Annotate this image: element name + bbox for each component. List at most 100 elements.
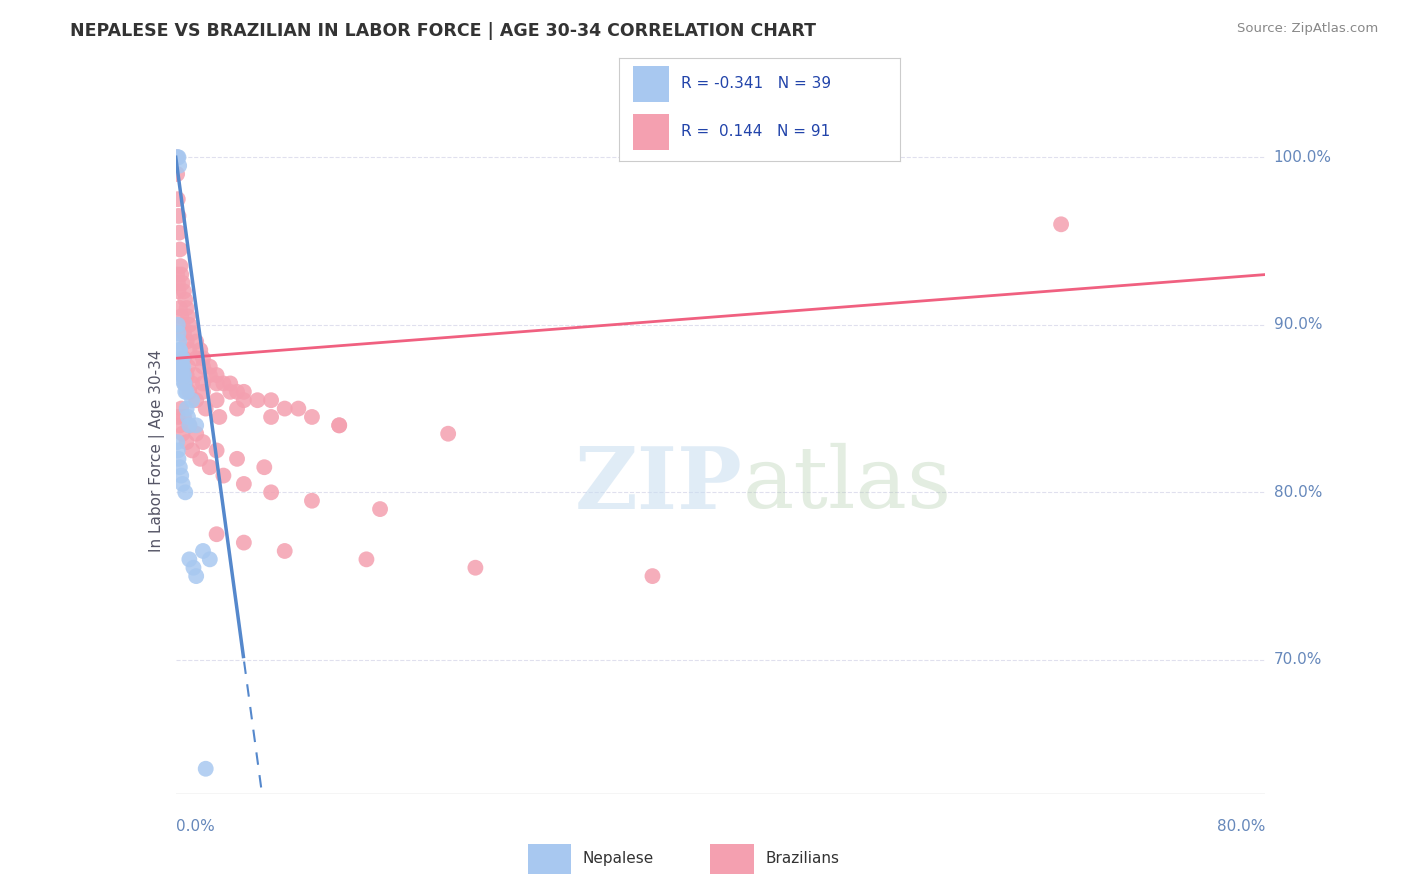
Point xyxy=(212,468,235,483)
Point xyxy=(176,334,198,349)
Point xyxy=(198,552,221,566)
Point xyxy=(226,401,249,416)
Text: Source: ZipAtlas.com: Source: ZipAtlas.com xyxy=(1237,22,1378,36)
Point xyxy=(186,351,208,366)
Text: 80.0%: 80.0% xyxy=(1274,485,1322,500)
Point xyxy=(174,293,197,307)
Point xyxy=(166,192,188,206)
Point xyxy=(170,401,193,416)
Point xyxy=(183,560,205,574)
Text: R =  0.144   N = 91: R = 0.144 N = 91 xyxy=(681,124,830,139)
Point xyxy=(169,418,191,433)
Point xyxy=(198,460,221,475)
Point xyxy=(179,418,201,433)
Point xyxy=(177,359,200,374)
Point xyxy=(172,426,194,441)
Point xyxy=(260,485,283,500)
Point xyxy=(173,376,195,391)
Point xyxy=(176,384,198,399)
Point xyxy=(301,493,323,508)
Point xyxy=(172,276,194,290)
Point xyxy=(205,376,228,391)
Point xyxy=(301,409,323,424)
Point xyxy=(179,343,201,357)
Point xyxy=(205,393,228,408)
Point xyxy=(170,359,193,374)
Point xyxy=(179,418,201,433)
Point xyxy=(219,384,242,399)
Point xyxy=(181,376,204,391)
Point xyxy=(232,384,254,399)
Point xyxy=(174,384,197,399)
Point xyxy=(191,376,214,391)
Point xyxy=(172,318,194,332)
Point xyxy=(179,318,201,332)
Point xyxy=(368,502,391,516)
Point xyxy=(172,359,194,374)
Point xyxy=(172,351,194,366)
Point xyxy=(205,368,228,382)
Point xyxy=(179,384,201,399)
FancyBboxPatch shape xyxy=(527,844,571,874)
Point xyxy=(166,167,188,181)
Point xyxy=(194,401,217,416)
Point xyxy=(232,393,254,408)
Point xyxy=(176,368,198,382)
Text: ZIP: ZIP xyxy=(575,442,742,527)
Text: atlas: atlas xyxy=(742,443,952,526)
Point xyxy=(169,343,191,357)
Point xyxy=(174,485,197,500)
Point xyxy=(232,535,254,549)
Point xyxy=(174,376,197,391)
Point xyxy=(179,552,201,566)
Point xyxy=(191,384,214,399)
Text: Nepalese: Nepalese xyxy=(582,851,654,866)
Point xyxy=(169,243,191,257)
Point xyxy=(641,569,664,583)
Point xyxy=(167,451,190,466)
Text: 70.0%: 70.0% xyxy=(1274,652,1322,667)
Point xyxy=(181,443,204,458)
Point xyxy=(172,368,194,382)
Point xyxy=(170,351,193,366)
Point xyxy=(170,310,193,324)
Point xyxy=(212,376,235,391)
Point xyxy=(186,393,208,408)
Point xyxy=(186,418,208,433)
Text: R = -0.341   N = 39: R = -0.341 N = 39 xyxy=(681,76,831,91)
Point xyxy=(167,409,190,424)
Point xyxy=(169,368,191,382)
Point xyxy=(1050,217,1073,231)
Point xyxy=(186,334,208,349)
Point xyxy=(287,401,309,416)
Point xyxy=(356,552,378,566)
Point xyxy=(170,468,193,483)
Point xyxy=(166,443,188,458)
FancyBboxPatch shape xyxy=(710,844,754,874)
Point xyxy=(173,409,195,424)
Y-axis label: In Labor Force | Age 30-34: In Labor Force | Age 30-34 xyxy=(149,349,165,552)
Point xyxy=(328,418,350,433)
Point xyxy=(166,318,188,332)
Point xyxy=(181,326,204,341)
Point xyxy=(173,368,195,382)
Text: 90.0%: 90.0% xyxy=(1274,318,1322,333)
Point xyxy=(166,150,188,164)
Point xyxy=(166,435,188,450)
Point xyxy=(188,451,211,466)
Text: NEPALESE VS BRAZILIAN IN LABOR FORCE | AGE 30-34 CORRELATION CHART: NEPALESE VS BRAZILIAN IN LABOR FORCE | A… xyxy=(70,22,817,40)
Point xyxy=(165,150,187,164)
Point xyxy=(184,368,207,382)
Text: 80.0%: 80.0% xyxy=(1218,819,1265,834)
Point xyxy=(169,343,191,357)
Point xyxy=(464,560,486,574)
Point xyxy=(167,226,190,240)
Point xyxy=(177,409,200,424)
Point xyxy=(172,477,194,491)
Point xyxy=(167,159,190,173)
Point xyxy=(219,376,242,391)
Point xyxy=(176,435,198,450)
Point xyxy=(169,259,191,273)
Point xyxy=(260,409,283,424)
Point xyxy=(191,435,214,450)
